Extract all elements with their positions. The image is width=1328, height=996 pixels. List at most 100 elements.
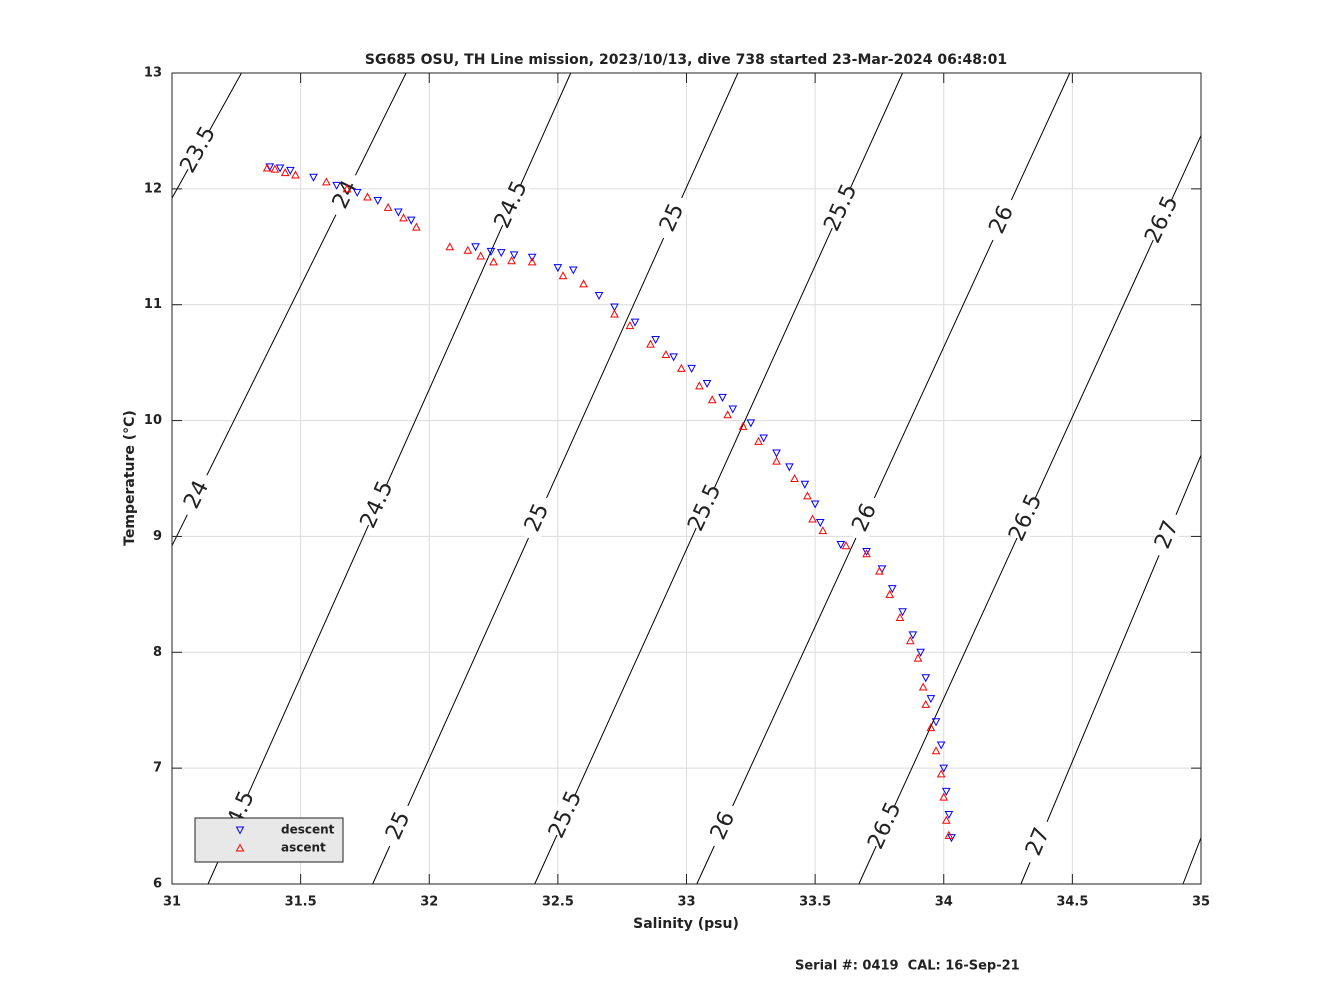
y-tick-label: 7: [153, 761, 162, 776]
data-point: [630, 318, 640, 327]
contour-label-gap: [983, 195, 1022, 245]
contour-label-group: 27: [1019, 817, 1058, 867]
data-point: [800, 480, 810, 489]
data-point: [373, 196, 383, 205]
data-point: [785, 463, 794, 472]
legend-label: descent: [281, 823, 335, 837]
contour-label-gap: [1007, 493, 1046, 543]
data-point: [728, 405, 738, 414]
y-tick-label: 12: [144, 181, 162, 196]
data-point: [808, 514, 817, 523]
data-point: [322, 177, 331, 186]
data-point: [463, 245, 473, 254]
data-point: [887, 585, 897, 594]
data-point: [594, 291, 604, 301]
data-point: [841, 541, 851, 550]
data-point: [352, 188, 362, 197]
data-point: [921, 674, 931, 683]
data-point: [939, 764, 949, 773]
data-point: [941, 787, 951, 796]
data-point: [406, 216, 416, 225]
data-point: [610, 303, 619, 312]
data-point: [280, 168, 290, 177]
data-point: [916, 648, 925, 657]
data-point: [285, 166, 295, 175]
x-tick-label: 31: [163, 895, 181, 910]
data-point: [931, 718, 941, 727]
data-point: [836, 541, 846, 550]
contour-label-gap: [1019, 817, 1058, 867]
data-point: [862, 547, 871, 557]
data-point: [646, 339, 655, 348]
contour-label-gap: [704, 801, 743, 851]
contour-label-group: 25: [518, 493, 557, 543]
data-point: [363, 192, 372, 201]
data-point: [394, 208, 403, 217]
contour-line: [1182, 837, 1202, 885]
data-point: [895, 612, 905, 622]
data-point: [702, 379, 712, 389]
x-tick-label: 31.5: [285, 895, 317, 910]
data-point: [918, 682, 928, 691]
y-tick-label: 11: [144, 297, 162, 312]
data-point: [275, 164, 285, 173]
data-point: [553, 264, 563, 273]
data-point: [944, 810, 954, 820]
data-point: [759, 434, 769, 443]
x-tick-label: 35: [1192, 895, 1210, 910]
data-point: [818, 526, 828, 535]
x-tick-label: 33: [677, 895, 695, 910]
data-point: [905, 636, 915, 645]
data-point: [383, 202, 393, 211]
data-point: [908, 631, 918, 640]
data-point: [610, 309, 619, 318]
data-point: [921, 699, 931, 708]
data-point: [862, 549, 871, 558]
contour-label-gap: [653, 193, 692, 243]
contour-label-gap: [379, 801, 418, 851]
footer: Serial #: 0419 CAL: 16-Sep-21: [795, 959, 1020, 974]
data-point: [926, 695, 936, 704]
data-point: [265, 163, 275, 172]
data-point: [262, 163, 272, 172]
data-point: [723, 410, 732, 419]
data-point: [875, 566, 884, 575]
data-point: [718, 393, 727, 402]
contour-label-gap: [178, 125, 220, 175]
data-point: [579, 279, 588, 288]
legend-box: [194, 817, 344, 863]
data-point: [913, 653, 923, 662]
contour-label-gap: [518, 493, 557, 543]
data-point: [568, 266, 578, 275]
legend-marker: [235, 826, 245, 835]
data-point: [471, 243, 480, 252]
contour-label-gap: [1148, 510, 1187, 560]
contour-label-gap: [1143, 195, 1182, 245]
x-tick-label: 32: [420, 895, 438, 910]
data-point: [898, 608, 907, 617]
contour-label-gap: [546, 790, 586, 840]
y-axis-label: Temperature (°C): [122, 410, 138, 546]
legend-marker: [235, 843, 245, 852]
data-point: [738, 421, 748, 430]
data-point: [486, 247, 496, 256]
data-point: [412, 222, 421, 231]
data-point: [558, 271, 568, 280]
y-tick-label: 6: [153, 877, 162, 892]
data-point: [885, 589, 895, 598]
data-point: [445, 242, 455, 251]
x-tick-label: 32.5: [542, 895, 574, 910]
chart-title: SG685 OSU, TH Line mission, 2023/10/13, …: [365, 52, 1007, 68]
data-point: [625, 321, 635, 330]
x-axis-label: Salinity (psu): [633, 916, 739, 932]
contour-label-gap: [358, 480, 397, 530]
data-point: [332, 181, 341, 190]
data-point: [944, 830, 954, 839]
data-point: [527, 257, 537, 266]
y-tick-label: 10: [144, 413, 162, 428]
data-point: [291, 170, 300, 179]
data-point: [651, 335, 660, 345]
data-point: [931, 746, 941, 755]
contour-line: [171, 72, 407, 546]
